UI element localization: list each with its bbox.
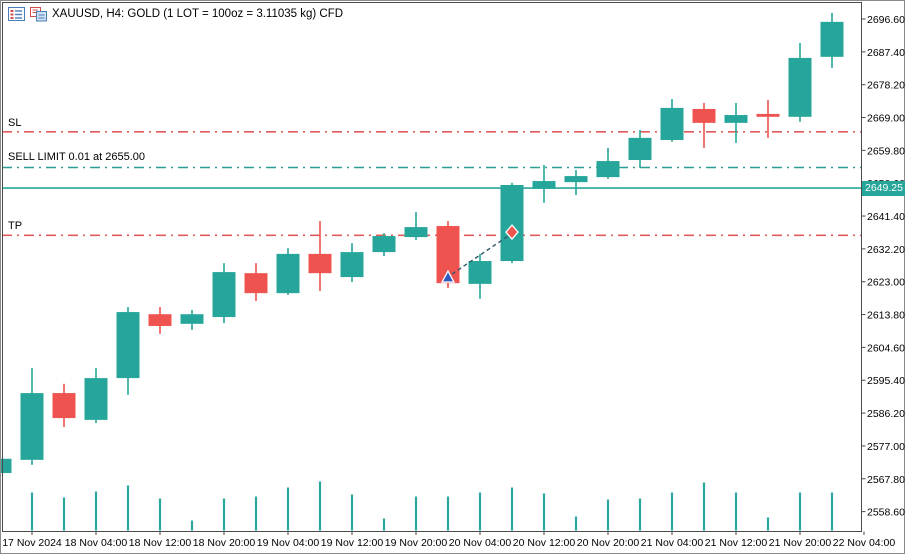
price-tick-label: 2567.80 xyxy=(867,474,905,486)
candle xyxy=(404,227,428,238)
candle xyxy=(84,378,108,420)
plot-border xyxy=(2,2,862,532)
candle xyxy=(564,176,588,183)
close-marker-icon xyxy=(505,224,519,241)
price-tick-label: 2632.20 xyxy=(867,244,905,256)
price-tick-label: 2558.60 xyxy=(867,507,905,519)
candle xyxy=(148,314,172,326)
price-tick-label: 2696.60 xyxy=(867,14,905,26)
price-tick-label: 2623.00 xyxy=(867,277,905,289)
price-tick-label: 2586.20 xyxy=(867,408,905,420)
current-price-badge: 2649.25 xyxy=(862,181,905,196)
price-tick-label: 2595.40 xyxy=(867,375,905,387)
candle xyxy=(500,184,524,262)
candle xyxy=(52,393,76,419)
time-axis-label: 21 Nov 04:00 xyxy=(641,537,704,549)
time-axis-label: 20 Nov 20:00 xyxy=(577,537,640,549)
candle xyxy=(212,272,236,318)
price-tick-label: 2669.00 xyxy=(867,113,905,125)
chart-title: XAUUSD, H4: GOLD (1 LOT = 100oz = 3.1103… xyxy=(52,8,344,20)
candle xyxy=(340,252,364,278)
candle xyxy=(788,57,812,117)
candle xyxy=(724,115,748,123)
time-axis-label: 18 Nov 20:00 xyxy=(193,537,256,549)
time-axis-label: 18 Nov 04:00 xyxy=(65,537,128,549)
candle xyxy=(468,261,492,284)
price-tick-label: 2613.80 xyxy=(867,310,905,322)
candle xyxy=(0,458,12,474)
candle xyxy=(660,107,684,141)
orders-list-icon[interactable] xyxy=(8,7,26,22)
candle xyxy=(820,21,844,57)
price-tick-label: 2687.40 xyxy=(867,47,905,59)
time-axis-label: 20 Nov 12:00 xyxy=(513,537,576,549)
time-axis-label: 22 Nov 04:00 xyxy=(833,537,896,549)
time-axis-label: 19 Nov 12:00 xyxy=(321,537,384,549)
candle xyxy=(116,312,140,379)
price-tick-label: 2641.40 xyxy=(867,211,905,223)
trade-connector-line xyxy=(451,235,509,275)
candle xyxy=(180,314,204,324)
new-order-chart-icon[interactable] xyxy=(30,7,48,22)
candle xyxy=(308,253,332,274)
candle xyxy=(20,393,44,460)
price-tick-label: 2659.80 xyxy=(867,145,905,157)
time-axis-label: 17 Nov 2024 xyxy=(2,537,62,549)
time-axis-label: 20 Nov 04:00 xyxy=(449,537,512,549)
price-tick-label: 2604.60 xyxy=(867,342,905,354)
price-tick-label: 2678.20 xyxy=(867,80,905,92)
time-axis-label: 21 Nov 20:00 xyxy=(769,537,832,549)
time-axis-label: 18 Nov 12:00 xyxy=(129,537,192,549)
price-tick-label: 2577.00 xyxy=(867,441,905,453)
time-axis-label: 19 Nov 20:00 xyxy=(385,537,448,549)
sl-label: SL xyxy=(8,117,22,129)
tp-label: TP xyxy=(8,220,23,232)
candle xyxy=(372,236,396,253)
candle xyxy=(244,273,268,294)
time-axis-label: 21 Nov 12:00 xyxy=(705,537,768,549)
sell-limit-order-label: SELL LIMIT 0.01 at 2655.00 xyxy=(8,151,145,163)
candle xyxy=(596,161,620,178)
buy-arrow-icon xyxy=(440,269,456,283)
candle xyxy=(532,181,556,189)
candle xyxy=(756,113,780,117)
candle xyxy=(692,108,716,123)
time-axis-label: 19 Nov 04:00 xyxy=(257,537,320,549)
candle xyxy=(436,226,460,284)
candle xyxy=(276,253,300,294)
candle xyxy=(628,137,652,160)
